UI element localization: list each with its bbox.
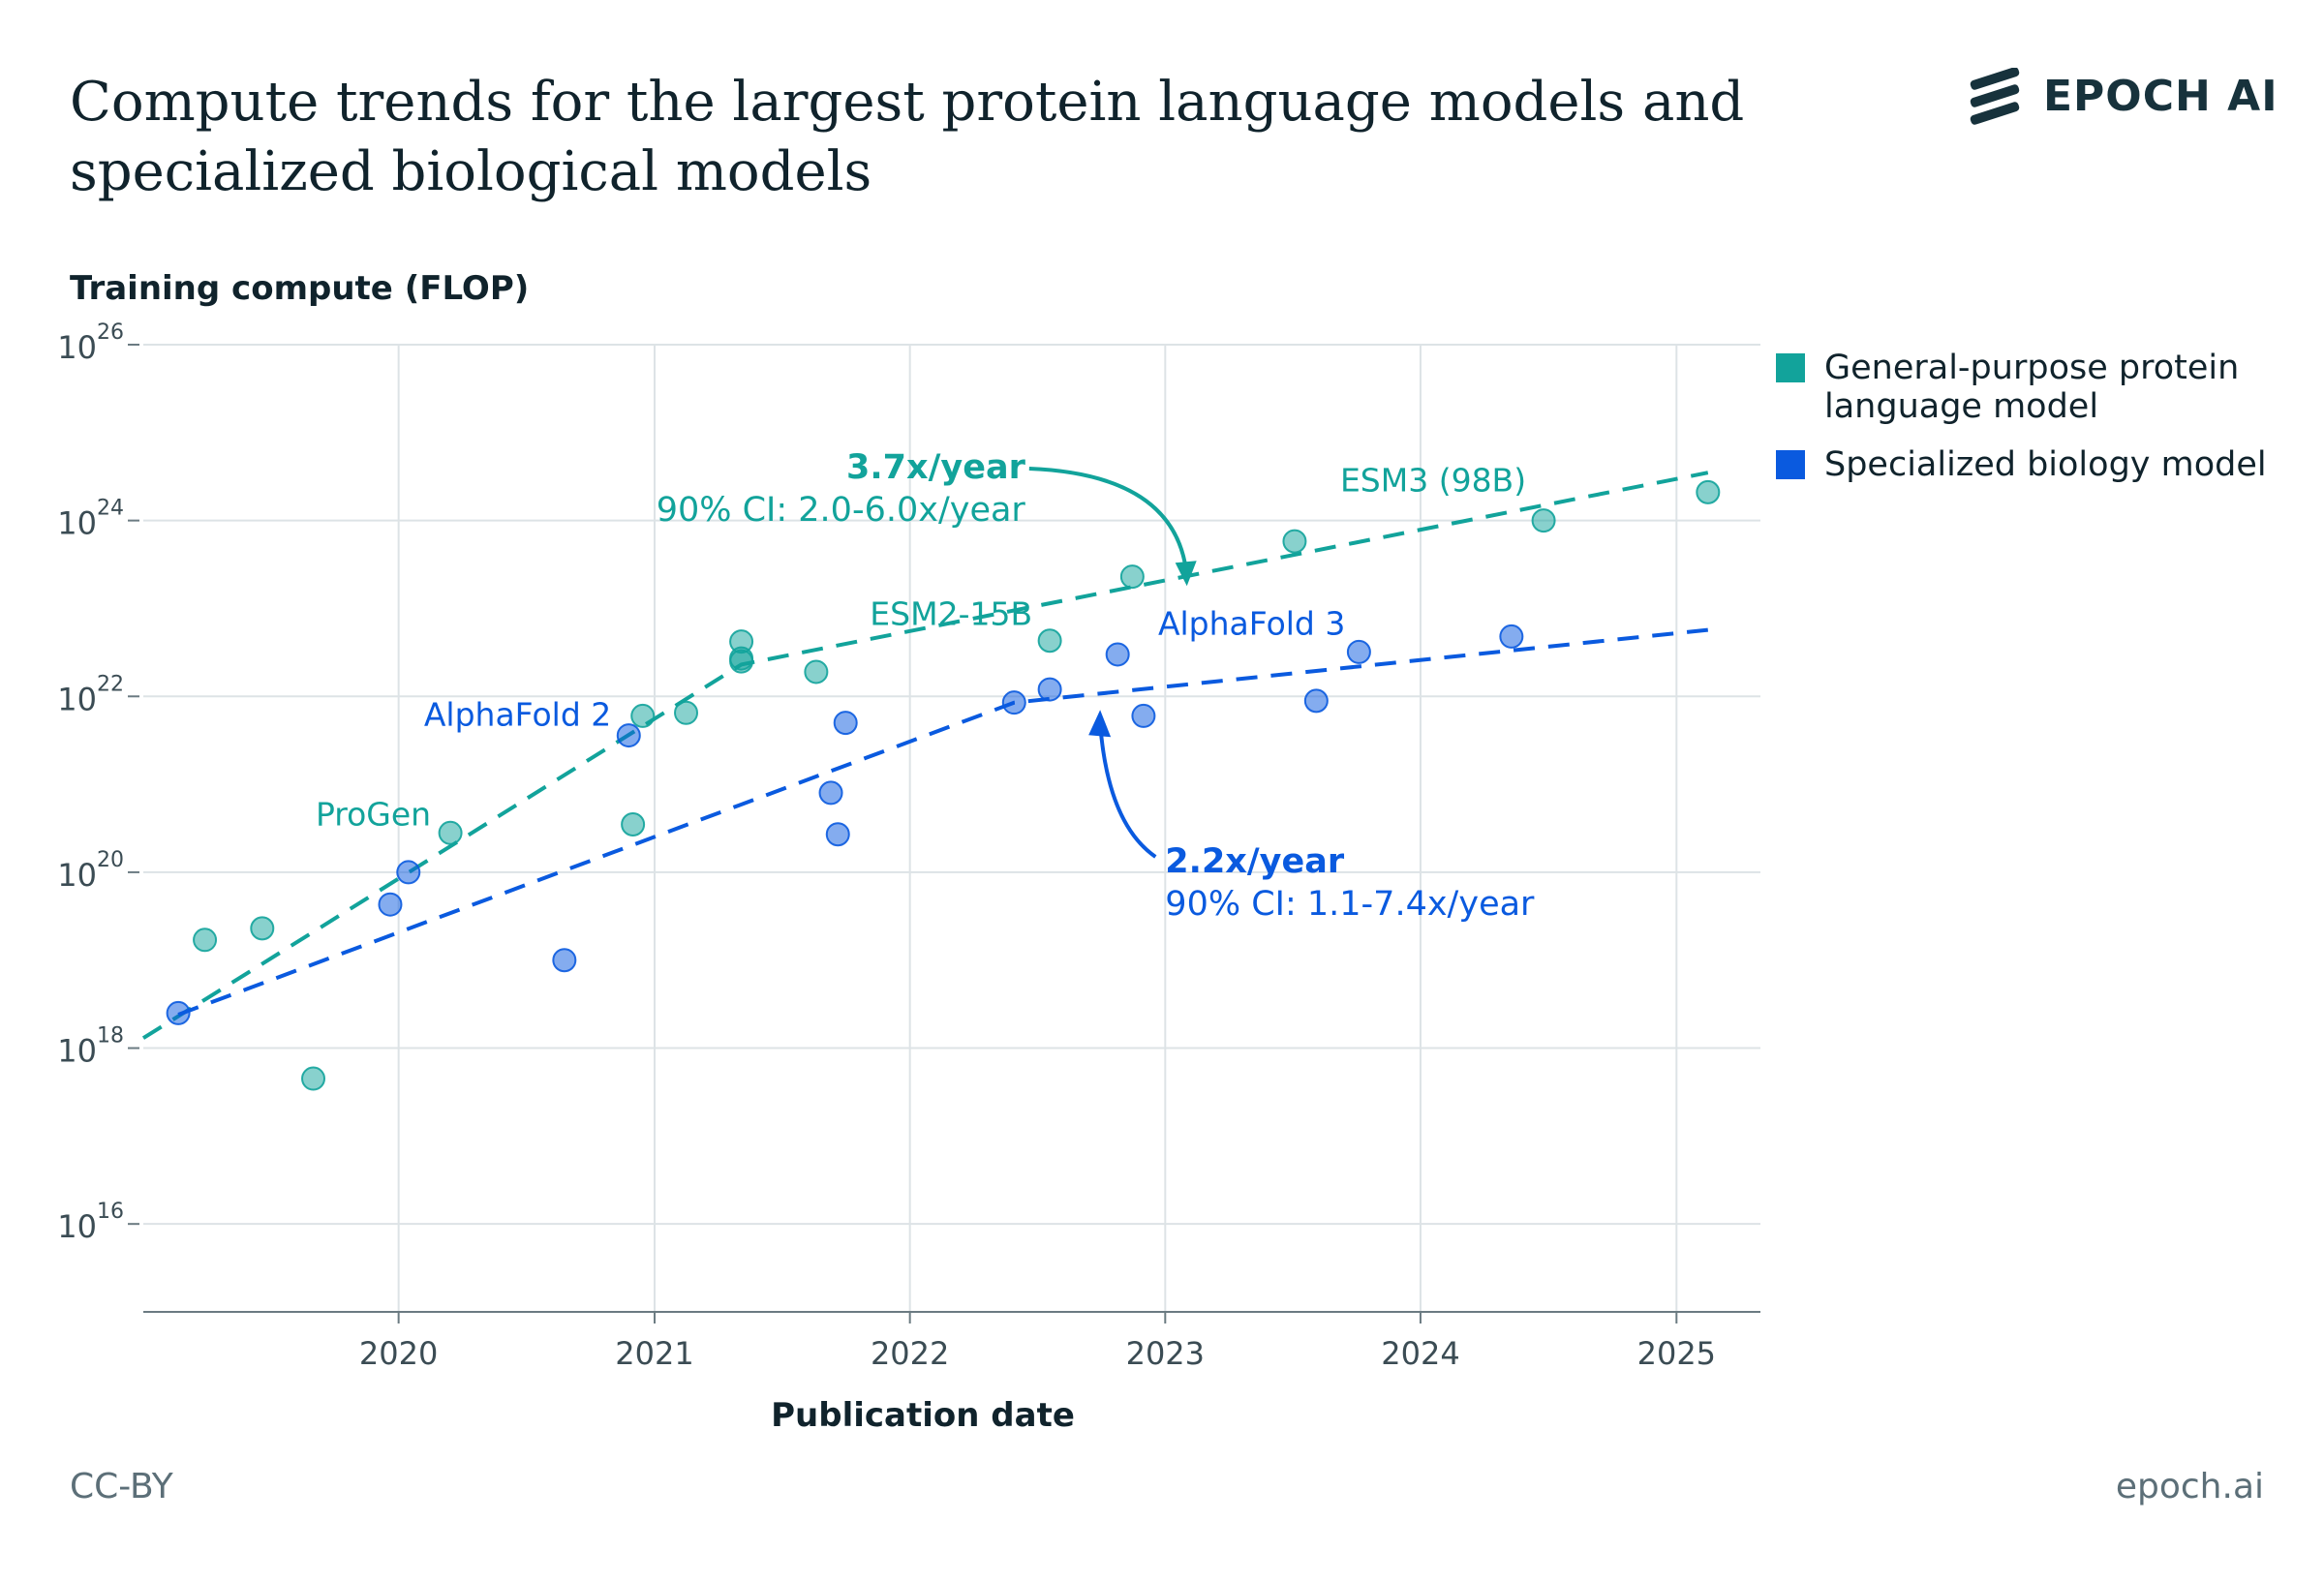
specialized-model-point: [378, 892, 403, 917]
chart-title: Compute trends for the largest protein l…: [70, 71, 1745, 203]
general-model-point: [729, 649, 754, 674]
general-model-point: [674, 700, 699, 725]
general-model-point: [1119, 564, 1145, 590]
general-model-point: [193, 928, 218, 953]
annotation-layer: ProGen ESM2-15B ESM3 (98B) AlphaFold 2 Alpha…: [316, 448, 1535, 924]
axis-layer: 1016 1018 1020 1022 1024 1026 2020 2021 2022 2023…: [57, 320, 1760, 1435]
model-label: ESM3 (98B): [1340, 462, 1526, 500]
general-model-point: [630, 703, 656, 728]
general-arrowhead: [1175, 561, 1197, 587]
x-tick-label: 2023: [1126, 1335, 1205, 1372]
general-ci-label: 90% CI: 2.0-6.0x/year: [657, 491, 1026, 530]
grid-layer: [143, 344, 1760, 1312]
specialized-model-point: [1001, 690, 1026, 715]
specialized-model-point: [396, 860, 421, 885]
specialized-model-point: [1105, 642, 1130, 667]
model-label: ProGen: [316, 795, 431, 833]
model-label: AlphaFold 3: [1158, 604, 1345, 642]
general-model-point: [438, 820, 463, 845]
legend-label-general: General-purpose protein language model: [1824, 349, 2240, 426]
specialized-rate-label: 2.2x/year: [1165, 842, 1345, 881]
specialized-model-point: [1346, 639, 1371, 664]
y-tick-label: 1018: [57, 1024, 124, 1070]
brand-name: EPOCH AI: [2043, 72, 2278, 121]
x-tick-label: 2022: [871, 1335, 949, 1372]
specialized-model-point: [818, 780, 843, 806]
specialized-model-point: [825, 822, 850, 847]
y-axis-label: Training compute (FLOP): [70, 269, 530, 308]
x-tick-label: 2020: [359, 1335, 438, 1372]
general-rate-label: 3.7x/year: [846, 448, 1026, 487]
specialized-model-point: [616, 723, 641, 748]
epoch-ai-logo[interactable]: EPOCH AI: [1966, 67, 2278, 126]
general-model-point: [621, 811, 646, 837]
license-label: CC-BY: [70, 1467, 173, 1506]
legend-item-general[interactable]: General-purpose protein language model: [1776, 349, 2324, 426]
general-model-point: [1282, 529, 1307, 554]
x-axis-label: Publication date: [771, 1396, 1075, 1435]
general-model-point: [1531, 508, 1556, 533]
x-tick-label: 2025: [1637, 1335, 1716, 1372]
specialized-model-point: [833, 711, 858, 736]
specialized-model-point: [1499, 624, 1524, 649]
specialized-arrowhead: [1088, 710, 1112, 738]
legend-swatch-general: [1776, 353, 1805, 382]
y-tick-label: 1026: [57, 320, 124, 366]
specialized-model-point: [1303, 688, 1329, 714]
general-arrow: [1028, 467, 1189, 577]
general-model-point: [1037, 628, 1062, 654]
specialized-model-point: [166, 1000, 191, 1025]
site-link[interactable]: epoch.ai: [2115, 1467, 2264, 1506]
legend-label-specialized: Specialized biology model: [1824, 445, 2267, 484]
general-model-point: [301, 1066, 326, 1091]
epoch-logo-icon: [1970, 67, 2020, 125]
legend-swatch-specialized: [1776, 450, 1805, 479]
y-tick-label: 1022: [57, 672, 124, 717]
y-tick-label: 1020: [57, 848, 124, 894]
legend: General-purpose protein language model S…: [1776, 349, 2324, 503]
y-tick-label: 1024: [57, 497, 124, 542]
trend-line-0: [141, 471, 1709, 1040]
y-tick-label: 1016: [57, 1200, 124, 1245]
specialized-model-point: [1037, 677, 1062, 702]
general-model-point: [1696, 479, 1721, 504]
specialized-ci-label: 90% CI: 1.1-7.4x/year: [1165, 885, 1535, 924]
specialized-model-point: [1131, 703, 1156, 728]
general-model-point: [804, 659, 829, 685]
legend-item-specialized[interactable]: Specialized biology model: [1776, 445, 2324, 484]
point-layer: [166, 479, 1721, 1091]
model-label: AlphaFold 2: [424, 696, 611, 734]
specialized-arrow: [1098, 723, 1157, 859]
general-model-point: [250, 916, 275, 941]
model-label: ESM2-15B: [870, 595, 1032, 633]
trend-layer: [141, 471, 1709, 1040]
specialized-model-point: [552, 948, 577, 973]
x-tick-label: 2021: [615, 1335, 693, 1372]
x-tick-label: 2024: [1381, 1335, 1459, 1372]
